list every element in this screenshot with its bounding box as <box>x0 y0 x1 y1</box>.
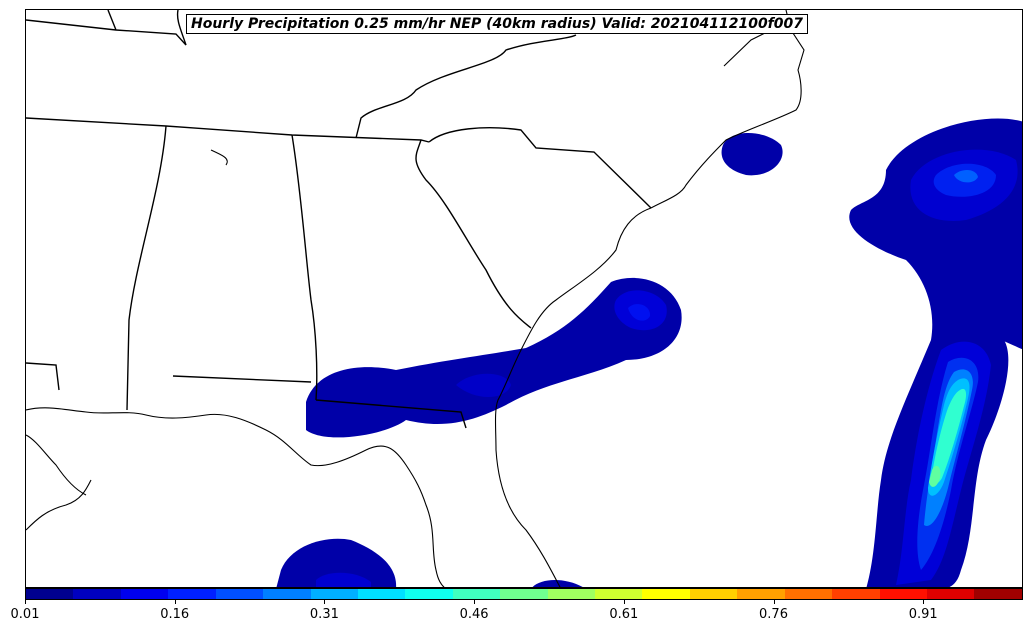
colorbar-segment <box>832 589 880 599</box>
colorbar-tick-label: 0.91 <box>908 607 938 622</box>
colorbar-segment <box>547 589 596 599</box>
colorbar-segment <box>263 589 311 599</box>
colorbar-tick <box>773 600 775 604</box>
coastlines <box>26 10 805 587</box>
colorbar-tick <box>623 600 625 604</box>
colorbar <box>25 588 1023 600</box>
colorbar-ticks: 0.01 0.16 0.31 0.46 0.61 0.76 0.91 <box>11 600 1023 630</box>
colorbar-tick <box>923 600 925 604</box>
map-panel <box>25 9 1023 588</box>
chart-title: Hourly Precipitation 0.25 mm/hr NEP (40k… <box>186 14 809 34</box>
colorbar-segment <box>168 589 216 599</box>
colorbar-tick-label: 0.61 <box>609 607 639 622</box>
colorbar-segment <box>737 589 785 599</box>
colorbar-tick-label: 0.76 <box>759 607 788 622</box>
colorbar-segment <box>689 589 738 599</box>
colorbar-segment <box>405 589 453 599</box>
colorbar-segment <box>642 589 690 599</box>
map-canvas <box>26 10 1022 587</box>
precip-field <box>276 118 1022 587</box>
colorbar-segment <box>310 589 358 599</box>
colorbar-tick-label: 0.31 <box>309 607 339 622</box>
colorbar-segment <box>452 589 501 599</box>
colorbar-tick-label: 0.16 <box>160 607 190 622</box>
colorbar-segment <box>357 589 406 599</box>
colorbar-tick <box>324 600 326 604</box>
colorbar-segment <box>26 589 74 599</box>
colorbar-segment <box>500 589 548 599</box>
colorbar-segment <box>120 589 169 599</box>
state-boundaries <box>26 10 652 429</box>
colorbar-tick-label: 0.01 <box>10 607 40 622</box>
colorbar-tick-label: 0.46 <box>459 607 489 622</box>
colorbar-tick <box>174 600 176 604</box>
colorbar-segment <box>784 589 833 599</box>
colorbar-segment <box>927 589 975 599</box>
colorbar-segment <box>215 589 264 599</box>
colorbar-tick <box>474 600 476 604</box>
colorbar-segment <box>974 589 1022 599</box>
colorbar-tick <box>25 600 26 604</box>
colorbar-segment <box>595 589 643 599</box>
colorbar-segment <box>879 589 928 599</box>
colorbar-segment <box>73 589 121 599</box>
